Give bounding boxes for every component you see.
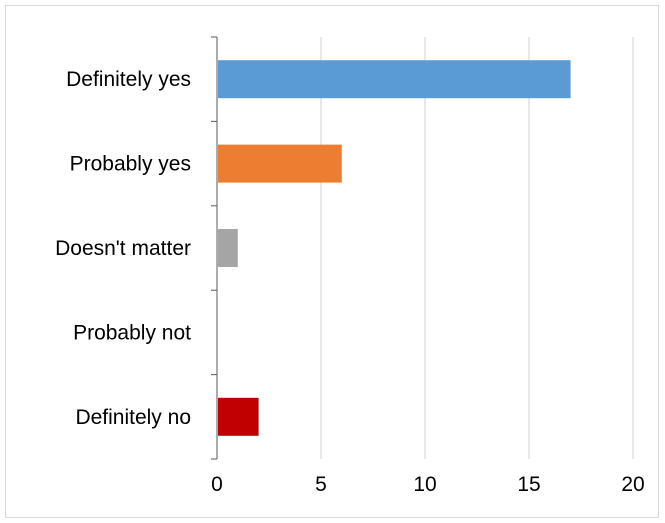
category-label: Doesn't matter xyxy=(55,237,191,260)
bar-definitely-no xyxy=(218,397,259,436)
x-tick-label: 10 xyxy=(413,473,436,496)
bars xyxy=(218,60,571,436)
x-tick-label: 20 xyxy=(621,473,644,496)
category-labels: Definitely yes Probably yes Doesn't matter… xyxy=(55,68,191,429)
category-label: Definitely no xyxy=(75,406,191,429)
bar-definitely-yes xyxy=(218,60,571,99)
category-label: Probably yes xyxy=(70,153,191,176)
category-label: Definitely yes xyxy=(66,68,191,91)
x-tick-label: 0 xyxy=(211,473,223,496)
gridlines xyxy=(320,37,634,459)
x-tick-label: 5 xyxy=(315,473,327,496)
x-tick-label: 15 xyxy=(517,473,540,496)
axes xyxy=(211,36,218,460)
bar-doesn-t-matter xyxy=(218,229,238,267)
bar-probably-yes xyxy=(218,144,342,183)
category-label: Probably not xyxy=(73,321,191,344)
tick-labels: 0 5 10 15 20 xyxy=(211,473,645,496)
